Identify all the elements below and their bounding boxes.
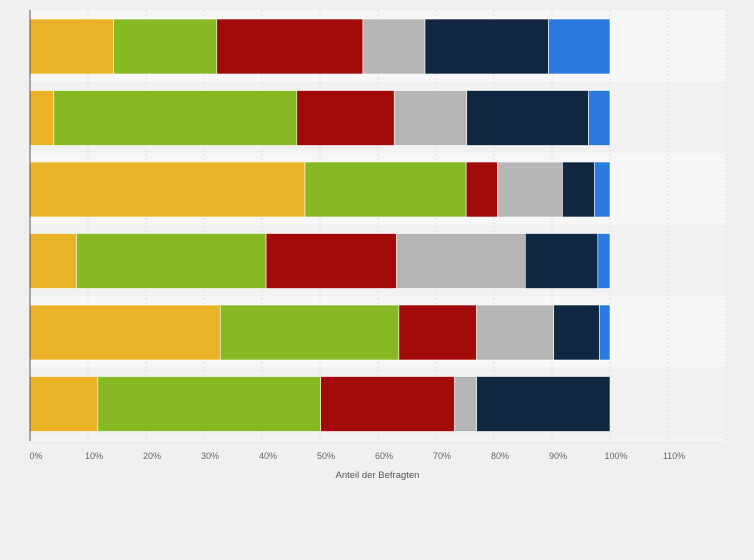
bar-segment-row1-series5[interactable] [424, 18, 549, 75]
bar-segment-row1-series1[interactable] [29, 18, 114, 75]
x-tick-label: 100% [604, 451, 627, 461]
bar-segment-row1-series6[interactable] [548, 18, 611, 75]
bar-segment-row2-series2[interactable] [53, 90, 298, 146]
bar-segment-row5-series6[interactable] [599, 304, 611, 361]
bar-segment-row4-series6[interactable] [597, 233, 611, 289]
x-tick-label: 0% [29, 451, 42, 461]
bar-segment-row5-series4[interactable] [476, 304, 555, 361]
bar-segment-row3-series1[interactable] [29, 161, 306, 218]
bar-segment-row6-series5[interactable] [476, 376, 611, 432]
x-tick-label: 80% [491, 451, 509, 461]
bar-segment-row2-series1[interactable] [29, 90, 55, 146]
bar-segment-row3-series4[interactable] [497, 161, 563, 218]
x-axis-title: Anteil der Befragten [336, 470, 420, 481]
bar-segment-row2-series6[interactable] [588, 90, 611, 146]
bar-segment-row6-series4[interactable] [454, 376, 477, 432]
bar-segment-row3-series6[interactable] [594, 161, 611, 218]
x-tick-label: 60% [375, 451, 393, 461]
bar-segment-row4-series3[interactable] [265, 233, 397, 289]
bar-segment-row6-series1[interactable] [29, 376, 99, 432]
x-tick-labels: 0% 10% 20% 30% 40% 50% 60% 70% 80% 90% 100% 110% [29, 451, 685, 461]
x-tick-label: 30% [201, 451, 219, 461]
bar-segment-row6-series2[interactable] [97, 376, 321, 432]
bar-segment-row4-series1[interactable] [29, 233, 77, 289]
x-tick-label: 40% [259, 451, 277, 461]
bar-segment-row3-series2[interactable] [304, 161, 467, 218]
bar-segment-row1-series4[interactable] [362, 18, 426, 75]
bar-segment-row2-series5[interactable] [466, 90, 589, 146]
bar-segment-row6-series3[interactable] [320, 376, 455, 432]
x-tick-label: 110% [663, 451, 685, 461]
bar-segment-row4-series5[interactable] [525, 233, 599, 289]
bar-segment-row1-series3[interactable] [216, 18, 364, 75]
x-tick-label: 70% [433, 451, 451, 461]
bar-segment-row5-series3[interactable] [398, 304, 477, 361]
bar-segment-row3-series3[interactable] [465, 161, 498, 218]
bar-segment-row1-series2[interactable] [113, 18, 218, 75]
bar-segment-row5-series2[interactable] [219, 304, 400, 361]
x-tick-label: 20% [143, 451, 161, 461]
bars [29, 18, 611, 432]
bar-segment-row4-series2[interactable] [76, 233, 267, 289]
x-tick-label: 50% [317, 451, 335, 461]
x-tick-label: 10% [85, 451, 103, 461]
x-tick-label: 90% [549, 451, 567, 461]
bar-segment-row4-series4[interactable] [396, 233, 526, 289]
bar-segment-row5-series5[interactable] [553, 304, 600, 361]
bar-segment-row2-series4[interactable] [393, 90, 468, 146]
bar-segment-row2-series3[interactable] [296, 90, 395, 146]
bar-segment-row3-series5[interactable] [562, 161, 595, 218]
bar-segment-row5-series1[interactable] [29, 304, 221, 361]
